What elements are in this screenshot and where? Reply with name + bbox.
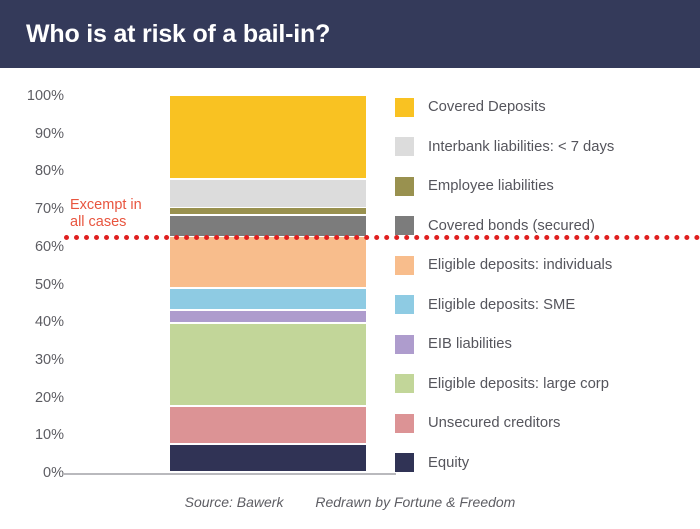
legend-swatch-icon	[395, 374, 414, 393]
legend-swatch-icon	[395, 137, 414, 156]
legend-swatch-icon	[395, 216, 414, 235]
legend-item-label: Eligible deposits: large corp	[428, 375, 609, 392]
legend-swatch-icon	[395, 97, 414, 117]
bar-segment	[170, 96, 366, 179]
legend-item-label: Employee liabilities	[428, 178, 554, 194]
legend-swatch-icon	[395, 176, 414, 196]
legend-swatch-icon	[395, 295, 414, 314]
bar-segment	[170, 444, 366, 472]
exempt-annotation-label: Excempt in all cases	[70, 197, 142, 231]
y-axis-tick: 10%	[34, 427, 64, 444]
footer-credit: Redrawn by Fortune & Freedom	[315, 494, 516, 510]
bar-segment	[170, 237, 366, 288]
legend-item-label: EIB liabilities	[428, 336, 512, 352]
bar-segment	[170, 215, 366, 236]
bar-segment	[170, 288, 366, 310]
y-axis-tick: 80%	[34, 163, 64, 180]
legend-item[interactable]: Unsecured creditors	[395, 412, 560, 434]
legend-item[interactable]: Employee liabilities	[395, 175, 554, 197]
legend-item[interactable]: Eligible deposits: large corp	[395, 373, 609, 395]
chart-footer: Source: Bawerk Redrawn by Fortune & Free…	[0, 494, 700, 510]
y-axis-tick: 20%	[34, 389, 64, 406]
legend-item[interactable]: Eligible deposits: SME	[395, 294, 575, 316]
legend-item[interactable]: Interbank liabilities: < 7 days	[395, 136, 614, 158]
title-bar: Who is at risk of a bail-in?	[0, 0, 700, 68]
chart-plot-area: 100% 90% 80% 70% 60% 50% 40% 30% 20% 10% 0% Excemp…	[0, 68, 700, 529]
legend-item[interactable]: Covered Deposits	[395, 96, 546, 118]
y-axis-tick: 100%	[26, 88, 64, 104]
axis-baseline	[64, 473, 396, 475]
bar-segment	[170, 310, 366, 323]
y-axis-tick: 50%	[34, 276, 64, 293]
page-title: Who is at risk of a bail-in?	[26, 19, 331, 48]
y-axis-tick: 40%	[34, 314, 64, 331]
y-axis-tick: 90%	[34, 125, 64, 142]
y-axis-tick: 60%	[34, 238, 64, 255]
exempt-threshold-line	[64, 235, 700, 241]
legend-item-label: Equity	[428, 454, 470, 471]
legend-item[interactable]: Covered bonds (secured)	[395, 215, 595, 237]
legend-item[interactable]: EIB liabilities	[395, 333, 512, 355]
legend-item-label: Unsecured creditors	[428, 415, 561, 431]
y-axis-tick: 0%	[43, 465, 64, 481]
legend-item-label: Covered Deposits	[428, 99, 546, 115]
bar-segment	[170, 208, 366, 214]
stacked-bar	[170, 96, 366, 473]
y-axis-tick: 30%	[34, 351, 64, 368]
bar-segment	[170, 180, 366, 207]
legend-swatch-icon	[395, 334, 414, 354]
legend-item-label: Covered bonds (secured)	[428, 217, 595, 234]
footer-source: Source: Bawerk	[184, 494, 284, 510]
legend-item-label: Eligible deposits: SME	[428, 296, 576, 313]
legend-item-label: Eligible deposits: individuals	[428, 257, 613, 273]
y-axis-tick: 70%	[34, 201, 64, 218]
legend-item-label: Interbank liabilities: < 7 days	[428, 138, 615, 155]
chart-legend: Covered Deposits Interbank liabilities: <…	[395, 68, 700, 529]
legend-swatch-icon	[395, 413, 414, 433]
legend-item[interactable]: Eligible deposits: individuals	[395, 254, 612, 276]
bar-segment	[170, 323, 366, 406]
legend-item[interactable]: Equity	[395, 452, 469, 474]
bar-segment	[170, 407, 366, 444]
legend-swatch-icon	[395, 255, 414, 275]
legend-swatch-icon	[395, 453, 414, 472]
